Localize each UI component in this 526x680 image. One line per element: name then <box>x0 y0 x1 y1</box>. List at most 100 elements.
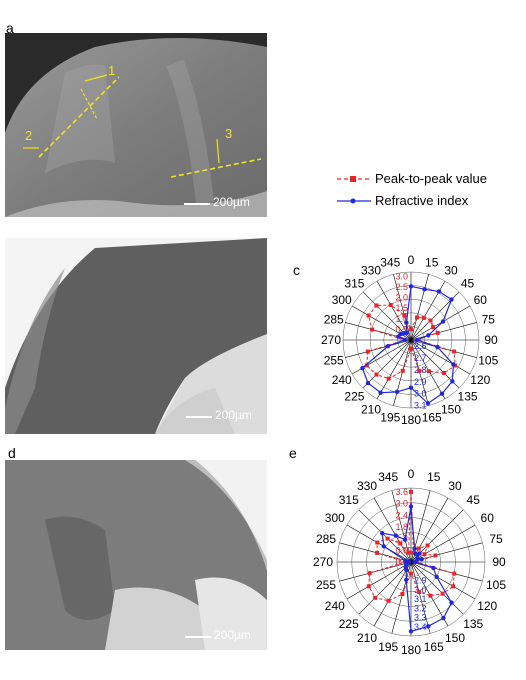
scale-label-d: 200µm <box>214 628 251 642</box>
angle-tick-label: 240 <box>332 373 352 387</box>
data-point-peak <box>422 552 427 557</box>
data-point-peak <box>370 327 375 332</box>
micrograph-b <box>5 238 267 434</box>
data-point-refr <box>449 600 454 605</box>
angle-tick-label: 30 <box>444 264 458 278</box>
angle-tick-label: 75 <box>489 532 503 546</box>
angle-tick-label: 165 <box>424 640 444 654</box>
angle-tick-label: 105 <box>478 354 498 368</box>
data-point-peak <box>451 584 456 589</box>
polar-spoke <box>346 561 412 600</box>
data-point-refr <box>415 556 420 561</box>
data-point-refr <box>404 577 409 583</box>
data-point-refr <box>404 320 409 325</box>
data-point-peak <box>366 313 371 318</box>
scale-bar-d <box>185 636 211 638</box>
data-point-peak <box>385 536 390 541</box>
peak-radial-tick-label: 2.0 <box>395 293 408 303</box>
refr-radial-tick-label: 2.7 <box>414 353 427 363</box>
data-point-refr <box>419 556 424 562</box>
data-point-refr <box>434 574 439 579</box>
peak-radial-tick-label: 0.5 <box>395 324 408 334</box>
angle-tick-label: 315 <box>339 493 359 507</box>
angle-tick-label: 135 <box>463 617 483 631</box>
polar-ring <box>336 487 486 637</box>
peak-radial-tick-label: 2.5 <box>395 282 408 292</box>
data-point-peak <box>367 571 372 576</box>
data-point-refr <box>408 385 414 390</box>
polar-chart-e: 0 15 30 45 60 75 90 105 120 135 150 165 180 195 210 225… <box>298 448 524 671</box>
legend-item-peak: Peak-to-peak value <box>335 170 515 188</box>
refr-radial-tick-label: 3.1 <box>414 401 427 411</box>
data-point-peak <box>400 591 405 596</box>
data-point-peak <box>374 303 379 308</box>
data-point-peak <box>365 349 370 354</box>
data-point-peak <box>433 553 438 558</box>
panel-label-a: a <box>6 20 14 36</box>
peak-radial-tick-label: 0.0 <box>395 557 408 567</box>
angle-tick-label: 300 <box>332 293 352 307</box>
angle-tick-label: 330 <box>361 264 381 278</box>
refr-radial-tick-label: 3.1 <box>414 594 427 604</box>
data-point-peak <box>452 349 457 354</box>
angle-tick-label: 255 <box>316 578 336 592</box>
polar-spoke <box>358 509 412 563</box>
data-point-peak <box>366 584 371 589</box>
polar-ring <box>395 546 427 578</box>
annotation-1: 1 <box>108 63 116 78</box>
refr-radial-tick-label: 2.9 <box>414 576 427 586</box>
data-point-refr <box>404 330 410 335</box>
legend-label-refr: Refractive index <box>375 193 469 208</box>
angle-tick-label: 60 <box>474 293 488 307</box>
data-point-refr <box>414 337 420 343</box>
polar-spoke <box>391 490 412 563</box>
data-point-refr <box>450 379 455 384</box>
angle-tick-label: 285 <box>316 532 336 546</box>
panel-label-e: e <box>289 445 297 461</box>
data-point-refr <box>394 389 400 395</box>
data-point-peak <box>417 368 422 373</box>
data-point-refr <box>422 287 427 292</box>
polar-spoke <box>410 339 471 375</box>
data-point-peak <box>409 571 413 576</box>
data-point-refr <box>398 331 403 337</box>
angle-tick-label: 225 <box>344 390 364 404</box>
angle-tick-label: 255 <box>324 354 344 368</box>
peak-radial-tick-label: 1.5 <box>395 303 408 313</box>
data-point-peak <box>427 369 432 374</box>
angle-tick-label: 195 <box>380 410 400 424</box>
angle-tick-label: 135 <box>458 390 478 404</box>
panel-label-c: c <box>293 262 300 278</box>
polar-spoke <box>376 339 412 400</box>
data-point-refr <box>441 615 446 621</box>
polar-chart-c-svg: 0 153045607590105120135150165180195210225… <box>321 253 499 427</box>
data-point-refr <box>393 533 398 538</box>
data-point-refr <box>381 544 386 549</box>
angle-tick-label: 30 <box>448 479 462 493</box>
angle-tick-label: 120 <box>470 373 490 387</box>
data-point-refr <box>435 344 440 350</box>
polar-spoke <box>339 561 412 582</box>
data-point-refr <box>408 284 414 289</box>
angle-tick-label: 345 <box>378 470 398 484</box>
data-point-peak <box>406 550 411 555</box>
data-point-refr <box>408 629 414 634</box>
data-point-refr <box>412 546 417 551</box>
refr-radial-tick-label: 2.6 <box>414 341 427 351</box>
legend-item-refr: Refractive index <box>335 192 515 210</box>
data-point-peak <box>375 540 380 545</box>
annotation-3: 3 <box>225 126 233 141</box>
data-point-peak <box>440 591 445 596</box>
data-point-peak <box>364 363 369 368</box>
refr-radial-tick-label: 2.9 <box>414 377 427 387</box>
angle-tick-label: 180 <box>401 643 421 657</box>
data-point-refr <box>413 551 418 557</box>
annotation-line-1 <box>38 76 120 158</box>
data-point-peak <box>388 303 393 308</box>
data-point-peak <box>421 315 426 320</box>
data-point-refr <box>406 559 412 565</box>
data-point-refr <box>426 333 431 338</box>
polar-spoke <box>410 561 464 615</box>
peak-radial-tick-label: 3.0 <box>395 499 408 509</box>
angle-tick-label: 15 <box>427 470 441 484</box>
